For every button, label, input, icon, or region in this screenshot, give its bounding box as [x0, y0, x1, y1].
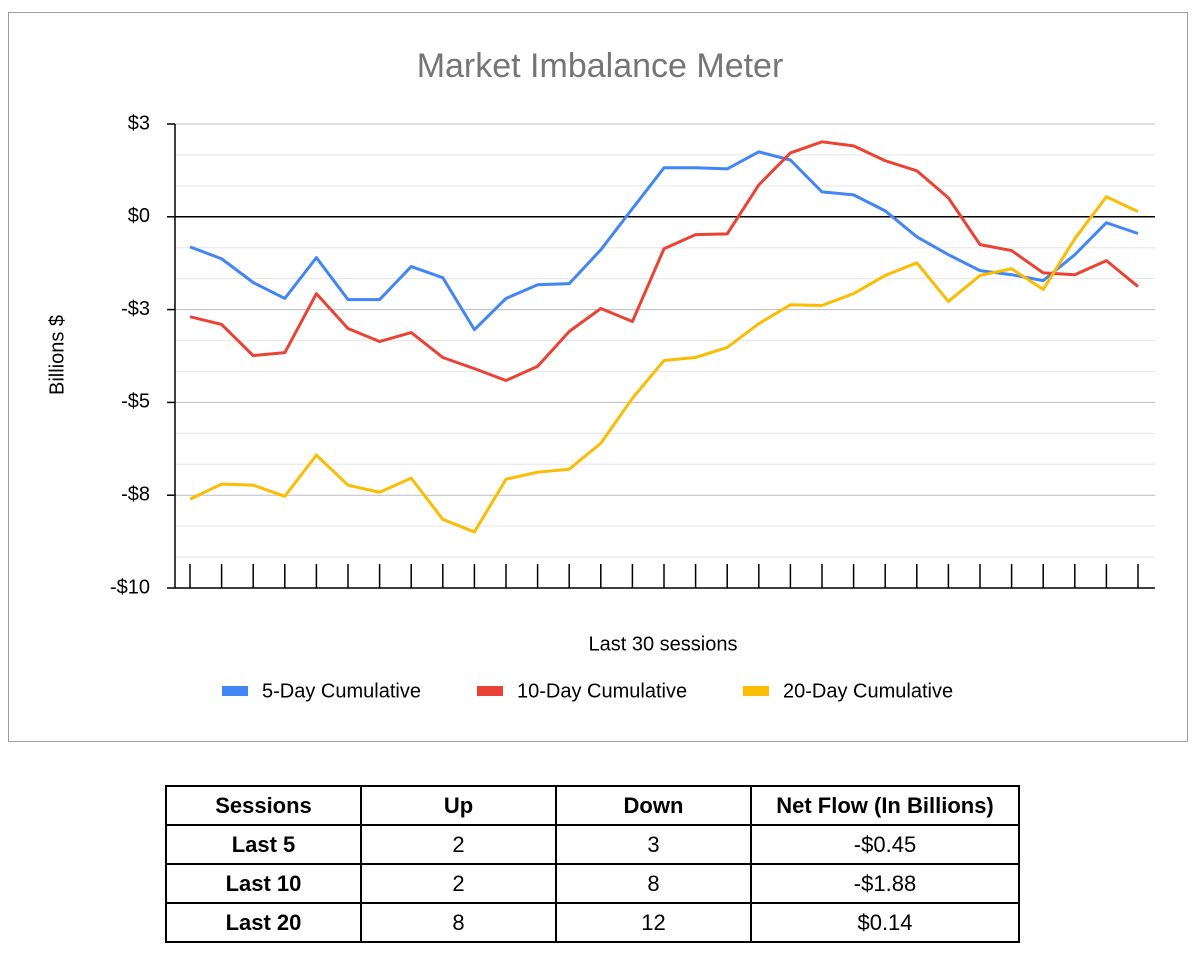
y-tick-label: -$5 [121, 391, 150, 413]
y-axis-label: Billions $ [46, 315, 68, 395]
y-tick-label: -$3 [121, 298, 150, 320]
table-row: Last 5 2 3 -$0.45 [165, 824, 1020, 865]
legend-label: 20-Day Cumulative [783, 680, 953, 702]
line-series [189, 140, 1139, 382]
y-tick-label: $3 [128, 112, 150, 134]
chart: Market Imbalance Meter Billions $ Last 3… [46, 47, 1155, 702]
legend-label: 10-Day Cumulative [517, 680, 687, 702]
table-cell: Up [360, 785, 557, 826]
x-axis-label: Last 30 sessions [589, 633, 738, 655]
table-row: Last 10 2 8 -$1.88 [165, 863, 1020, 904]
line-series [189, 195, 1139, 534]
legend-label: 5-Day Cumulative [262, 680, 421, 702]
table-cell: -$1.88 [750, 863, 1020, 904]
legend-swatch [743, 686, 769, 696]
summary-table: Sessions Up Down Net Flow (In Billions) Last… [165, 785, 1020, 943]
y-tick-label: -$10 [110, 576, 150, 598]
y-tick-label: -$8 [121, 483, 150, 505]
legend-swatch [222, 686, 248, 696]
chart-title: Market Imbalance Meter [417, 47, 784, 85]
table-cell: 2 [360, 824, 557, 865]
legend-swatch [477, 686, 503, 696]
line-series [189, 150, 1139, 332]
chart-frame [8, 12, 1188, 742]
y-tick-label: $0 [128, 205, 150, 227]
table-cell: 2 [360, 863, 557, 904]
table-cell: Last 10 [165, 863, 362, 904]
table-cell: 8 [555, 863, 752, 904]
table-cell: Net Flow (In Billions) [750, 785, 1020, 826]
table-cell: Last 5 [165, 824, 362, 865]
table-cell: $0.14 [750, 902, 1020, 943]
table-row: Last 20 8 12 $0.14 [165, 902, 1020, 943]
table-cell: Down [555, 785, 752, 826]
table-cell: 3 [555, 824, 752, 865]
table-cell: 8 [360, 902, 557, 943]
table-row: Sessions Up Down Net Flow (In Billions) [165, 785, 1020, 826]
table-cell: 12 [555, 902, 752, 943]
table-cell: -$0.45 [750, 824, 1020, 865]
table-cell: Sessions [165, 785, 362, 826]
table-cell: Last 20 [165, 902, 362, 943]
